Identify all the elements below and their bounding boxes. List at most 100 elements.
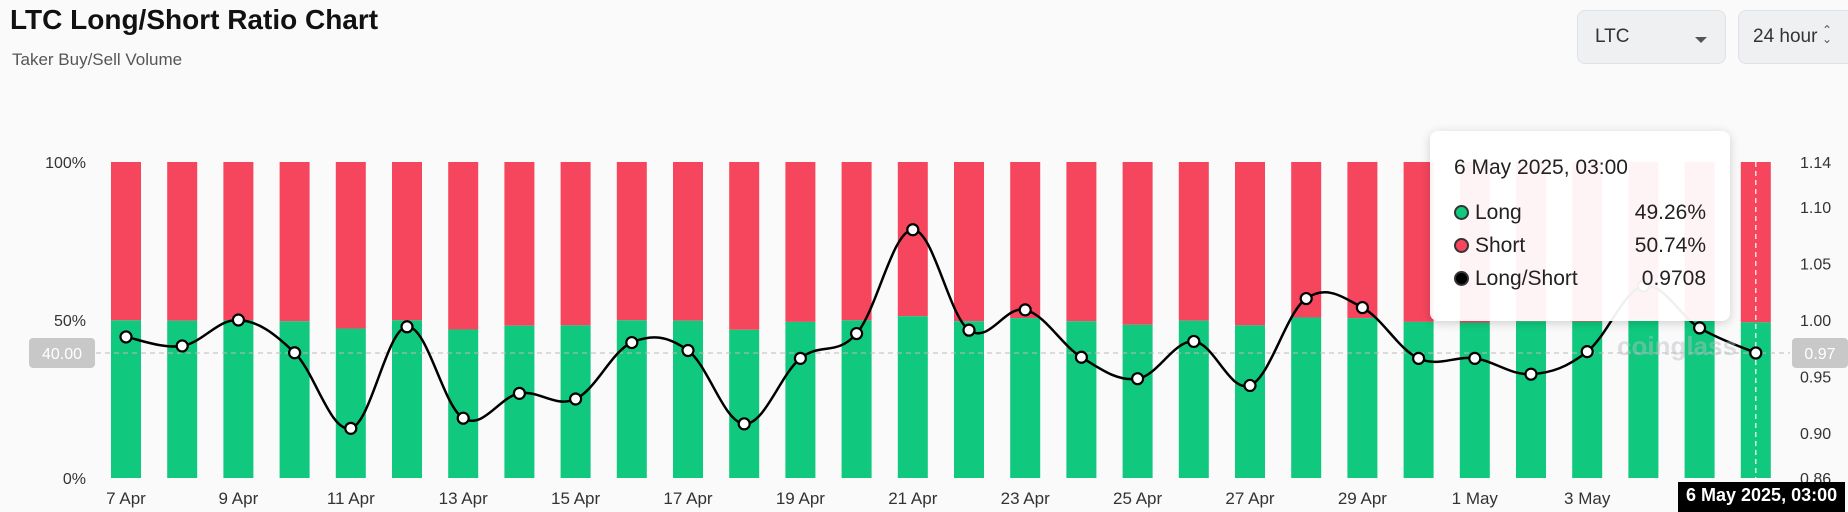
symbol-select[interactable]: LTC [1577, 10, 1726, 64]
short-bar [223, 162, 254, 320]
short-bar [1178, 162, 1209, 321]
long-bar [111, 320, 141, 478]
crosshair-right-value: 0.97 [1804, 346, 1835, 363]
short-bar [1291, 162, 1322, 318]
ratio-point [568, 392, 583, 406]
long-bar [1291, 317, 1322, 478]
ratio-point [1243, 378, 1257, 393]
y-right-tick-label: 1.14 [1800, 155, 1831, 172]
short-bar [1122, 162, 1153, 325]
x-tick-label: 13 Apr [439, 489, 488, 508]
ratio-point [906, 223, 920, 237]
x-tick-label: 17 Apr [663, 489, 712, 508]
long-bar [1122, 324, 1153, 478]
short-bar [1347, 162, 1378, 319]
period-select[interactable]: 24 hour [1738, 10, 1848, 64]
tooltip-date: 6 May 2025, 03:00 [1454, 156, 1628, 179]
tooltip-value: 49.26% [1634, 200, 1706, 224]
ratio-point [119, 330, 133, 344]
y-right-tick-label: 0.90 [1800, 426, 1831, 443]
long-bar [223, 320, 254, 478]
short-bar [560, 162, 591, 326]
short-bar [448, 162, 479, 330]
crosshair-group [60, 162, 1790, 478]
short-bar [1066, 162, 1097, 322]
short-bar [673, 162, 703, 321]
long-bar [1628, 319, 1659, 478]
ratio-point [962, 323, 976, 337]
ratio-point [1692, 321, 1707, 335]
tooltip-label: Short [1475, 233, 1526, 257]
short-bar [1010, 162, 1041, 319]
ratio-point [1074, 350, 1089, 364]
ratio-point [793, 351, 808, 365]
tooltip-value: 0.9708 [1641, 266, 1706, 290]
ratio-point [288, 346, 302, 360]
long-bar [392, 320, 422, 478]
ratio-point [344, 421, 358, 435]
tooltip-label: Long/Short [1475, 266, 1578, 290]
long-bar [1403, 321, 1434, 478]
symbol-select-value: LTC [1595, 26, 1630, 47]
long-bar [1459, 322, 1490, 478]
long-dot-icon [1454, 205, 1469, 220]
short-bar [504, 162, 535, 326]
long-bar [448, 329, 479, 478]
short-bar [1403, 162, 1434, 322]
ratio-point [512, 386, 527, 400]
long-bar [785, 321, 816, 478]
ratio-point [1299, 291, 1313, 306]
ratio-point [1130, 372, 1145, 386]
tooltip-label: Long [1475, 200, 1522, 224]
long-bar [1235, 325, 1265, 478]
bars-group [111, 162, 1771, 478]
watermark: coinglass [1617, 331, 1737, 361]
ratio-points-group [119, 223, 1763, 435]
crosshair-right-badge [1792, 337, 1848, 368]
short-bar [392, 162, 422, 321]
long-bar [335, 328, 366, 478]
tooltip: 6 May 2025, 03:00 Long 49.26% Short 50.7… [1430, 131, 1730, 321]
short-bar [1235, 162, 1265, 326]
page-title: LTC Long/Short Ratio Chart [10, 4, 379, 35]
ratio-point [1411, 351, 1426, 365]
short-bar [279, 162, 310, 322]
ratio-point [400, 320, 414, 334]
x-tick-label: 11 Apr [327, 489, 375, 508]
long-bar [1684, 320, 1715, 478]
short-bar [167, 162, 198, 321]
y-right-tick-label: 1.00 [1800, 313, 1831, 330]
long-bar [1347, 318, 1378, 478]
x-tick-label: 23 Apr [1001, 489, 1050, 508]
ratio-point [849, 326, 864, 341]
tooltip-row-ratio: Long/Short 0.9708 [1454, 262, 1706, 295]
ratio-point [625, 335, 639, 350]
tooltip-row-short: Short 50.74% [1454, 229, 1706, 262]
y-right-tick-label: 1.10 [1800, 200, 1831, 217]
x-tick-label: 3 May [1564, 489, 1611, 508]
long-bar [504, 325, 535, 478]
crosshair-x-label: 6 May 2025, 03:00 [1678, 482, 1846, 512]
long-bar [729, 329, 760, 478]
y-left-tick-label: 50% [54, 313, 86, 330]
ratio-point [1749, 346, 1763, 360]
y-right-tick-label: 0.95 [1800, 369, 1831, 386]
ratio-point [175, 339, 189, 353]
long-bar [1010, 318, 1041, 478]
ratio-point [1468, 351, 1482, 365]
ratio-dot-icon [1454, 271, 1469, 286]
x-tick-label: 27 Apr [1225, 489, 1274, 508]
long-bar [897, 316, 928, 478]
short-bar [785, 162, 816, 322]
y-left-tick-label: 0% [63, 471, 86, 488]
x-tick-label: 29 Apr [1338, 489, 1387, 508]
x-tick-label: 7 Apr [106, 489, 146, 508]
short-bar [897, 162, 928, 317]
ratio-point [456, 411, 470, 425]
ratio-point [1355, 300, 1370, 315]
tooltip-value: 50.74% [1634, 233, 1706, 257]
x-tick-label: 21 Apr [888, 489, 937, 508]
ratio-point [737, 417, 751, 431]
long-bar [1066, 321, 1097, 478]
